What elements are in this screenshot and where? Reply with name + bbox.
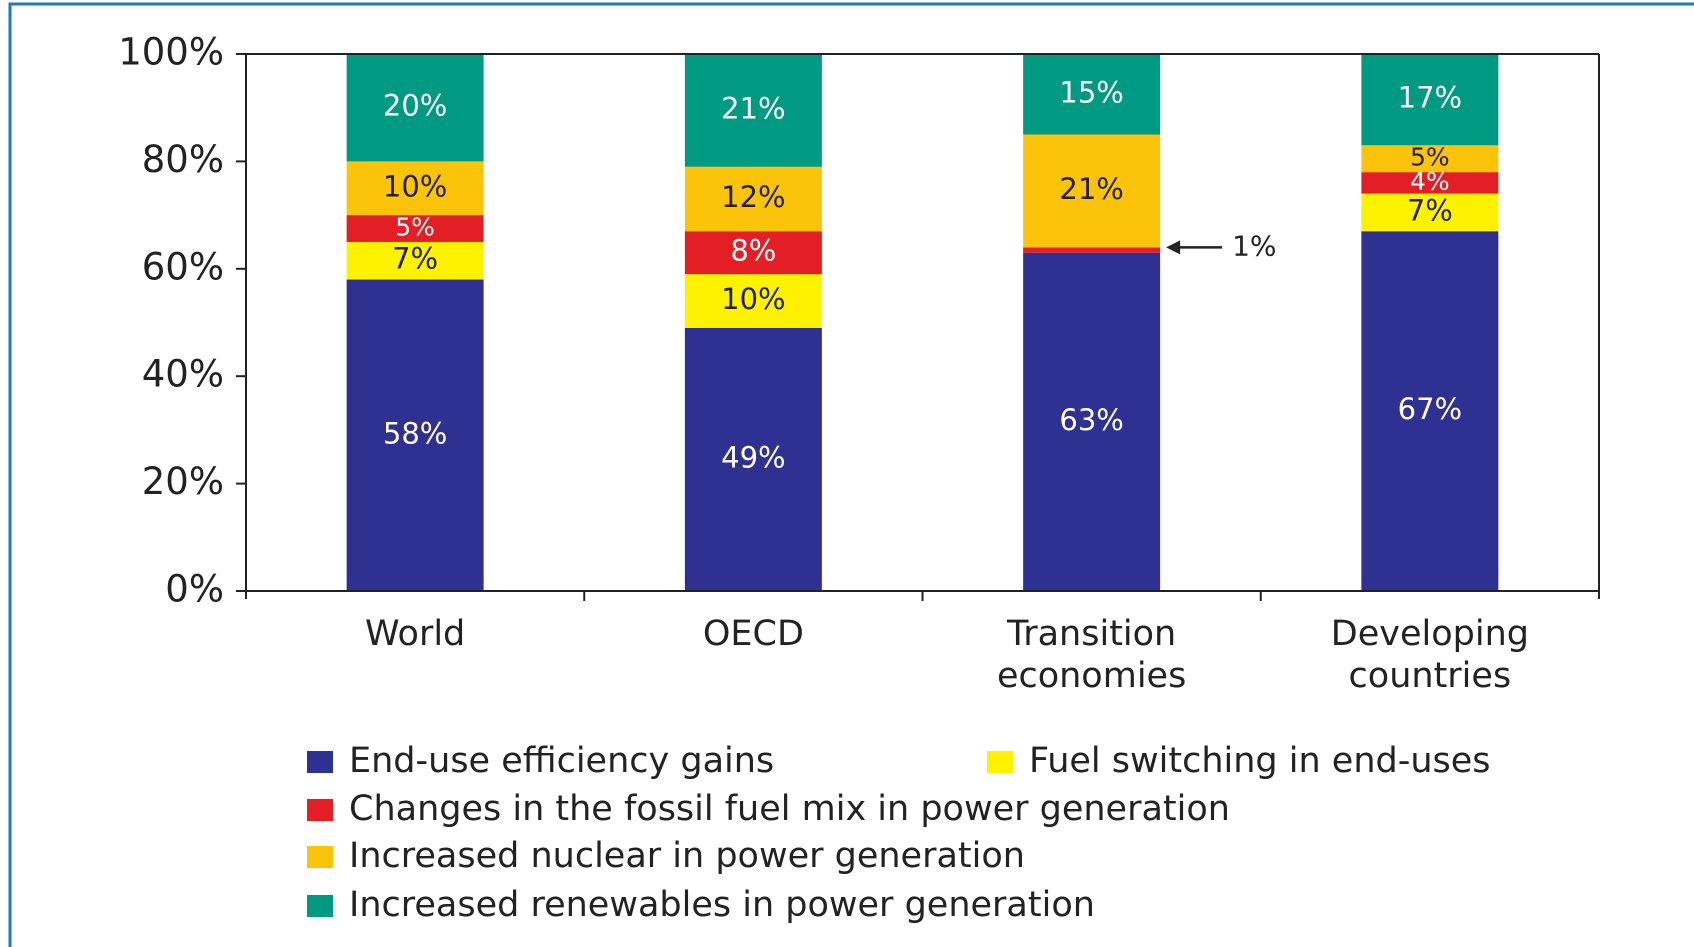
data-label: 21% bbox=[1059, 172, 1123, 206]
data-label: 10% bbox=[721, 282, 785, 316]
data-label: 63% bbox=[1059, 403, 1123, 437]
y-tick-label: 100% bbox=[118, 31, 224, 74]
bar-segment bbox=[1361, 145, 1499, 173]
bar-segment bbox=[1023, 247, 1161, 253]
annotation-arrowhead bbox=[1166, 240, 1181, 255]
bar-segment bbox=[346, 241, 484, 280]
bar-segment bbox=[684, 54, 822, 167]
legend-swatch bbox=[307, 799, 333, 821]
data-label: 58% bbox=[383, 416, 447, 450]
bar-segment bbox=[1023, 134, 1161, 248]
bar-segment bbox=[1023, 252, 1161, 591]
legend-label: Fuel switching in end-uses bbox=[1029, 741, 1491, 781]
legend-swatch bbox=[307, 895, 333, 917]
bar-segment bbox=[1023, 54, 1161, 135]
bar-segment bbox=[1361, 54, 1499, 146]
y-tick-label: 20% bbox=[142, 460, 224, 503]
data-label: 8% bbox=[730, 234, 776, 268]
legend-label: End-use efficiency gains bbox=[349, 741, 774, 781]
y-tick-label: 80% bbox=[142, 138, 224, 181]
bar-segment bbox=[684, 327, 822, 591]
data-label: 7% bbox=[392, 242, 438, 276]
bar-segment bbox=[346, 54, 484, 162]
legend-label: Increased renewables in power generation bbox=[349, 885, 1095, 925]
legend-label: Increased nuclear in power generation bbox=[349, 836, 1025, 876]
data-label: 20% bbox=[383, 89, 447, 123]
data-label: 49% bbox=[721, 440, 785, 474]
legend-swatch bbox=[307, 751, 333, 773]
data-label: 17% bbox=[1398, 81, 1462, 115]
bar-segment bbox=[1361, 172, 1499, 194]
bar-segment bbox=[346, 215, 484, 242]
data-label: 67% bbox=[1398, 392, 1462, 426]
bar-segment bbox=[684, 231, 822, 275]
y-tick-label: 0% bbox=[165, 568, 224, 611]
data-label: 15% bbox=[1059, 75, 1123, 109]
x-tick-label: OECD bbox=[702, 614, 804, 654]
bar-segment bbox=[1361, 193, 1499, 232]
bar-segment bbox=[684, 166, 822, 232]
bar-segment bbox=[346, 161, 484, 216]
x-tick-label: Transition economies bbox=[996, 614, 1187, 696]
data-label: 21% bbox=[721, 91, 785, 125]
bar-segment bbox=[1361, 231, 1499, 591]
legend-swatch bbox=[307, 846, 333, 868]
x-tick-label: Developing countries bbox=[1330, 614, 1529, 696]
data-label: 12% bbox=[721, 180, 785, 214]
data-label: 10% bbox=[383, 169, 447, 203]
x-tick-label: World bbox=[364, 614, 466, 654]
frame bbox=[8, 2, 1694, 947]
data-label: 5% bbox=[395, 213, 435, 242]
bar-segment bbox=[346, 279, 484, 591]
y-tick-label: 40% bbox=[142, 353, 224, 396]
legend-swatch bbox=[987, 751, 1013, 773]
data-label: 7% bbox=[1407, 193, 1453, 227]
y-tick-label: 60% bbox=[142, 245, 224, 288]
bar-segment bbox=[684, 274, 822, 328]
data-label: 5% bbox=[1410, 143, 1450, 172]
legend-label: Changes in the fossil fuel mix in power … bbox=[349, 789, 1230, 829]
annotation: 1% bbox=[1232, 229, 1276, 262]
